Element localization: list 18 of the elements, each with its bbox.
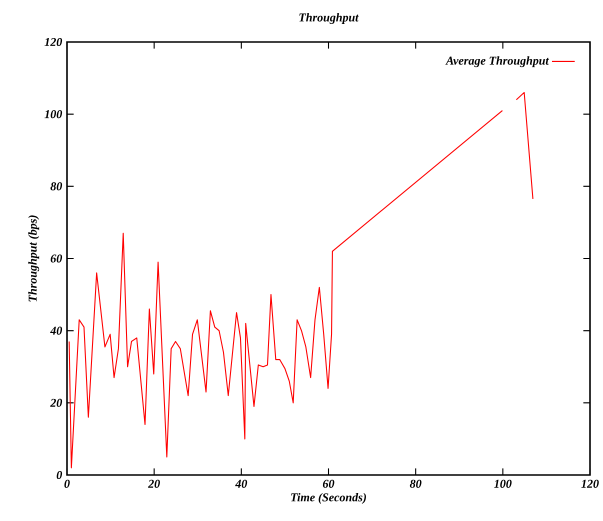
x-tick-label: 120 (581, 480, 599, 488)
chart-title: Throughput (299, 13, 359, 24)
x-axis-title: Time (Seconds) (291, 492, 366, 504)
y-tick-label: 20 (50, 398, 62, 407)
y-tick-label: 60 (50, 254, 62, 263)
x-tick-label: 20 (148, 480, 160, 488)
y-tick-label: 120 (44, 38, 62, 46)
x-tick-label: 80 (410, 480, 422, 488)
x-tick-label: 0 (64, 480, 70, 488)
x-tick-label: 100 (494, 480, 512, 488)
x-tick-label: 40 (235, 480, 248, 488)
y-axis-title: Throughput (bps) (28, 215, 40, 302)
y-tick-label: 0 (56, 470, 62, 480)
y-tick-label: 100 (44, 110, 62, 118)
y-tick-label: 80 (50, 182, 62, 190)
x-tick-label: 60 (322, 480, 334, 488)
y-tick-label: 40 (50, 326, 62, 335)
legend-label: Average Throughput (445, 56, 550, 68)
